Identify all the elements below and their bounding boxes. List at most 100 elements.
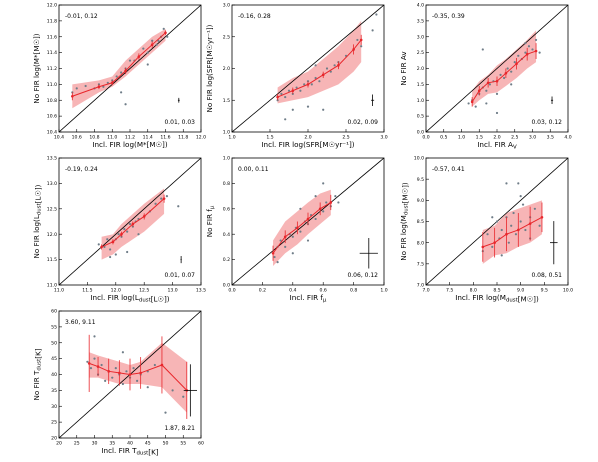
median-point xyxy=(97,85,101,89)
annotation-bottom: 1.87, 8.21 xyxy=(164,425,195,432)
median-point xyxy=(352,48,355,51)
chart-panel-1: 10.4 10.6 10.8 11.0 11.2 11.4 11.6 11.8 12.0 10.4… xyxy=(32,3,206,149)
x-tick-label: 1.5 xyxy=(266,135,273,141)
data-point xyxy=(524,228,527,232)
data-point xyxy=(109,255,112,259)
x-tick-label: 2.5 xyxy=(511,135,518,141)
x-tick-label: 0.2 xyxy=(259,288,266,294)
y-tick-label: 12.5 xyxy=(47,206,57,212)
median-point xyxy=(359,38,363,42)
data-point xyxy=(154,202,157,205)
x-tick-label: 20 xyxy=(56,441,62,447)
data-point xyxy=(485,89,488,92)
data-point xyxy=(126,250,129,254)
data-point xyxy=(153,363,156,367)
data-point xyxy=(106,81,109,84)
data-point xyxy=(280,92,283,95)
data-point xyxy=(306,105,310,108)
median-point xyxy=(493,241,496,244)
data-point xyxy=(303,83,306,86)
data-point xyxy=(467,102,470,105)
y-tick-label: 10.4 xyxy=(47,130,57,136)
data-point xyxy=(325,201,328,204)
y-tick-label: 35 xyxy=(51,388,57,394)
data-point xyxy=(93,357,96,360)
y-axis-label: No FIR log(M*[M☉]) xyxy=(32,33,41,103)
y-tick-label: 20 xyxy=(51,436,57,442)
data-point xyxy=(500,228,503,232)
data-point xyxy=(488,83,491,86)
median-point xyxy=(128,373,132,376)
y-tick-label: 8.5 xyxy=(417,219,424,225)
x-tick-label: 0.5 xyxy=(440,135,447,141)
y-tick-label: 3.0 xyxy=(223,3,230,9)
data-point xyxy=(495,220,499,223)
data-point xyxy=(121,382,124,386)
median-point xyxy=(517,228,520,232)
median-point xyxy=(477,89,481,93)
data-point xyxy=(166,35,169,38)
data-point xyxy=(481,48,484,51)
data-point xyxy=(503,76,506,80)
annotation-bottom: 0.03, 0.12 xyxy=(531,119,562,126)
y-tick-label: 11.2 xyxy=(47,66,57,72)
median-line xyxy=(482,216,543,248)
x-tick-label: 40 xyxy=(127,441,133,447)
one-to-one-line xyxy=(232,5,384,132)
y-tick-label: 60 xyxy=(51,309,57,315)
y-tick-label: 4.0 xyxy=(417,3,424,9)
x-tick-label: 0.0 xyxy=(422,135,429,141)
y-tick-label: 3.0 xyxy=(417,34,424,40)
y-tick-label: 9.5 xyxy=(417,177,424,183)
median-point xyxy=(337,64,340,67)
x-axis-label: Incl. FIR log(SFR[M☉yr⁻¹]) xyxy=(261,140,354,149)
data-point xyxy=(146,63,149,66)
median-point xyxy=(118,371,121,375)
data-point xyxy=(128,222,132,226)
x-tick-label: 3.5 xyxy=(547,135,554,141)
median-point xyxy=(100,245,103,249)
median-point xyxy=(164,31,167,35)
median-point xyxy=(150,43,154,46)
median-point xyxy=(107,370,110,373)
annotation-top: -0.16, 0.28 xyxy=(238,13,271,20)
y-tick-label: 10.6 xyxy=(47,114,57,120)
data-point xyxy=(322,108,325,111)
y-tick-label: 11.8 xyxy=(47,18,57,24)
y-tick-label: 0.6 xyxy=(223,206,230,212)
median-point xyxy=(162,197,166,200)
scatter-band xyxy=(273,189,331,266)
chart-panel-5: 0.0 0.2 0.4 0.6 0.8 1.0 0.0 0.2 0.4 0.6 0.8 1.0 Incl… xyxy=(205,156,388,304)
x-tick-label: 12.5 xyxy=(139,288,149,294)
median-point xyxy=(504,71,508,75)
x-tick-label: 11.0 xyxy=(107,135,117,141)
annotation-bottom: 0.06, 0.12 xyxy=(347,272,378,279)
data-point xyxy=(284,95,287,99)
data-point xyxy=(151,39,154,42)
data-point xyxy=(524,42,527,45)
data-point xyxy=(299,89,302,92)
data-point xyxy=(155,43,158,46)
data-point xyxy=(97,243,100,246)
x-tick-label: 11.2 xyxy=(125,135,135,141)
data-point xyxy=(284,118,287,121)
data-point xyxy=(146,51,149,54)
data-point xyxy=(124,103,127,106)
data-point xyxy=(142,47,145,50)
y-axis-label: No FIR log(Ldust[L☉]) xyxy=(32,184,43,258)
x-tick-label: 0.6 xyxy=(320,288,327,294)
data-point xyxy=(524,51,527,54)
x-tick-label: 2.0 xyxy=(304,135,311,141)
y-tick-label: 13.5 xyxy=(47,156,57,162)
x-tick-label: 0.4 xyxy=(289,288,296,294)
x-tick-label: 11.5 xyxy=(82,288,92,294)
median-point xyxy=(486,81,490,85)
data-point xyxy=(519,220,522,223)
median-point xyxy=(505,232,508,236)
x-tick-label: 1.5 xyxy=(476,135,483,141)
data-point xyxy=(279,239,282,242)
data-point xyxy=(517,54,520,57)
x-tick-label: 12.0 xyxy=(196,135,206,141)
annotation-top: -0.19, 0.24 xyxy=(65,166,98,173)
x-tick-label: 11.8 xyxy=(178,135,188,141)
